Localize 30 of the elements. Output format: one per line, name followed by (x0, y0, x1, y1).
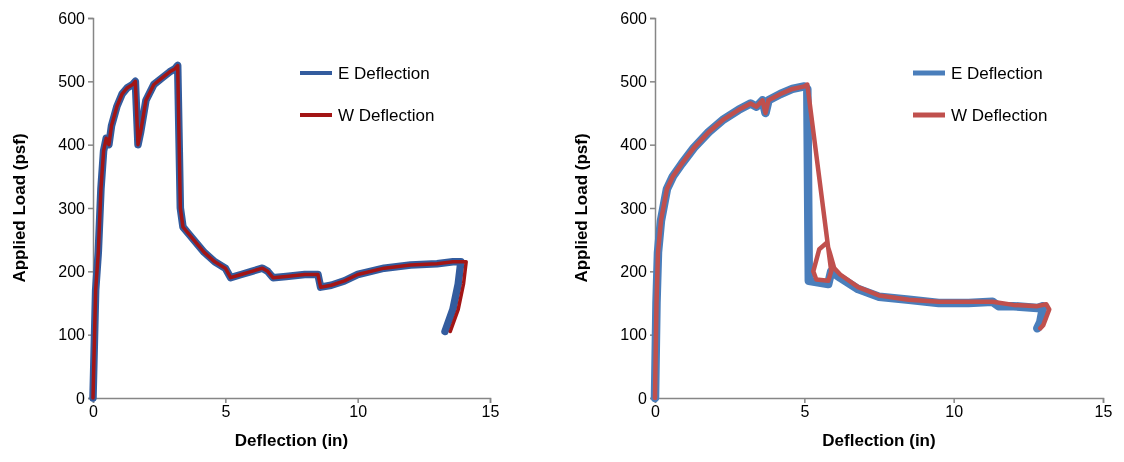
y-tick-label: 400 (620, 136, 648, 154)
y-tick-label: 600 (58, 9, 86, 27)
y-tick-label: 0 (76, 389, 86, 407)
x-tick-label: 10 (945, 403, 964, 421)
y-tick-label: 200 (620, 262, 648, 280)
x-tick-label: 0 (89, 403, 99, 421)
y-axis-title: Applied Load (psf) (10, 133, 29, 283)
y-tick-label: 400 (58, 136, 86, 154)
legend-label: E Deflection (338, 64, 430, 83)
y-axis-title: Applied Load (psf) (572, 133, 591, 283)
x-tick-label: 5 (800, 403, 810, 421)
y-tick-label: 300 (620, 199, 648, 217)
y-tick-label: 300 (58, 199, 86, 217)
x-axis-title: Deflection (in) (234, 431, 349, 450)
y-tick-label: 0 (638, 389, 648, 407)
x-axis-title: Deflection (in) (822, 431, 936, 450)
y-tick-label: 600 (620, 9, 648, 27)
legend-label: E Deflection (951, 64, 1043, 83)
x-tick-label: 15 (1094, 403, 1113, 421)
x-tick-label: 15 (481, 403, 500, 421)
y-tick-label: 200 (58, 262, 86, 280)
legend-label: W Deflection (338, 106, 435, 125)
y-tick-label: 500 (58, 72, 86, 90)
legend-label: W Deflection (951, 106, 1048, 125)
y-tick-label: 100 (58, 326, 86, 344)
x-tick-label: 0 (651, 403, 661, 421)
x-tick-label: 10 (349, 403, 368, 421)
x-tick-label: 5 (221, 403, 231, 421)
y-tick-label: 100 (620, 326, 648, 344)
y-tick-label: 500 (620, 72, 648, 90)
